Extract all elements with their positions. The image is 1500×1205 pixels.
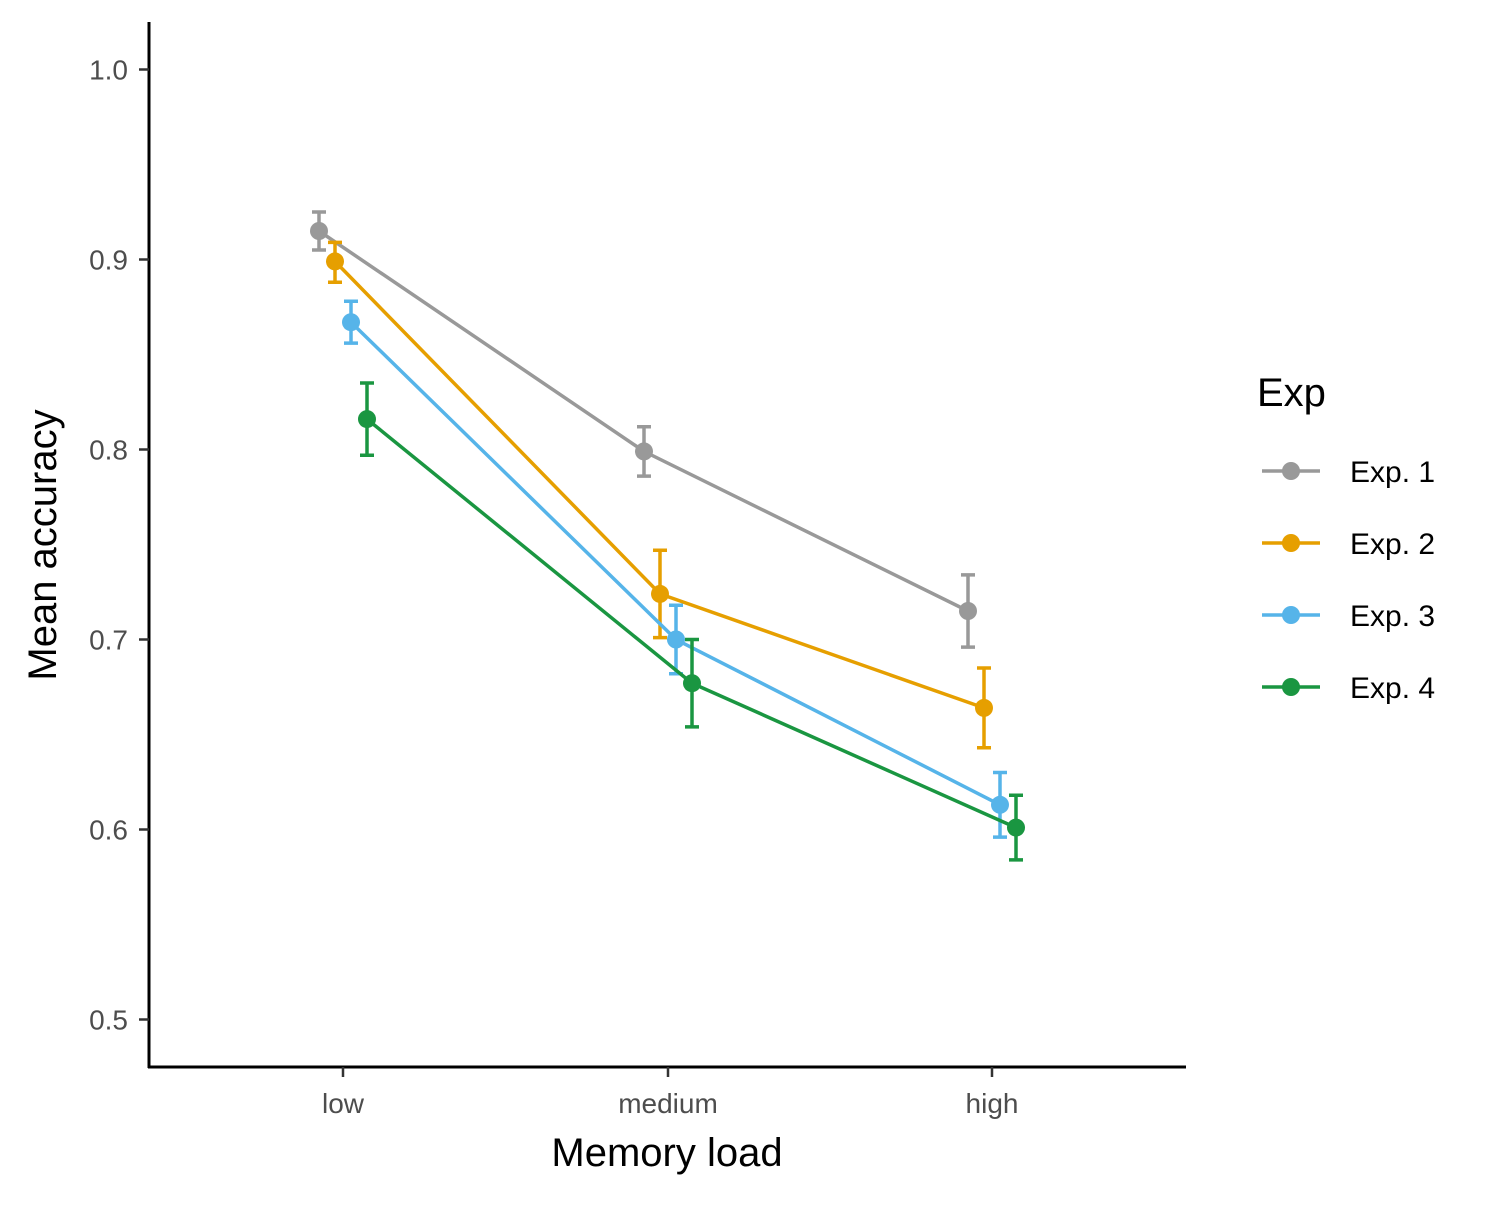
series-line [349, 320, 1001, 807]
legend-key-point [1282, 462, 1300, 480]
legend-label: Exp. 3 [1350, 600, 1435, 633]
y-tick-label: 0.9 [89, 245, 128, 276]
data-point [683, 674, 701, 693]
legend-label: Exp. 1 [1350, 456, 1435, 489]
data-point [342, 313, 360, 332]
data-point [1007, 818, 1025, 837]
data-point [975, 698, 993, 717]
series-line [318, 229, 969, 613]
legend-label: Exp. 4 [1350, 672, 1435, 705]
legend-key-point [1282, 678, 1300, 696]
series-line [333, 260, 985, 710]
legend-key-point [1282, 534, 1300, 552]
y-axis-ticks: 0.5 0.6 0.7 0.8 0.9 1.0 [89, 55, 149, 1036]
x-tick-label: low [322, 1088, 365, 1119]
x-axis-ticks: low medium high [322, 1067, 1018, 1119]
legend-label: Exp. 2 [1350, 528, 1435, 561]
data-point [310, 222, 328, 240]
data-point [651, 584, 669, 603]
legend: Exp Exp. 1 Exp. 2 Exp. 3 Exp. 4 [1257, 371, 1435, 705]
y-tick-label: 0.8 [89, 435, 128, 466]
y-tick-label: 0.6 [89, 815, 128, 846]
data-point [991, 795, 1009, 814]
plot-area [310, 210, 1025, 862]
x-tick-label: medium [618, 1088, 718, 1119]
x-tick-label: high [966, 1088, 1019, 1119]
legend-key-point [1282, 606, 1300, 624]
series-line [365, 417, 1017, 830]
y-axis-title: Mean accuracy [21, 409, 65, 680]
data-point [667, 630, 685, 649]
y-tick-label: 0.7 [89, 625, 128, 656]
data-point [959, 602, 977, 620]
data-point [635, 442, 653, 461]
data-point [326, 252, 344, 271]
x-axis-title: Memory load [551, 1131, 782, 1175]
data-point [358, 410, 376, 429]
legend-title: Exp [1257, 371, 1326, 415]
y-tick-label: 0.5 [89, 1005, 128, 1036]
y-tick-label: 1.0 [89, 55, 128, 86]
